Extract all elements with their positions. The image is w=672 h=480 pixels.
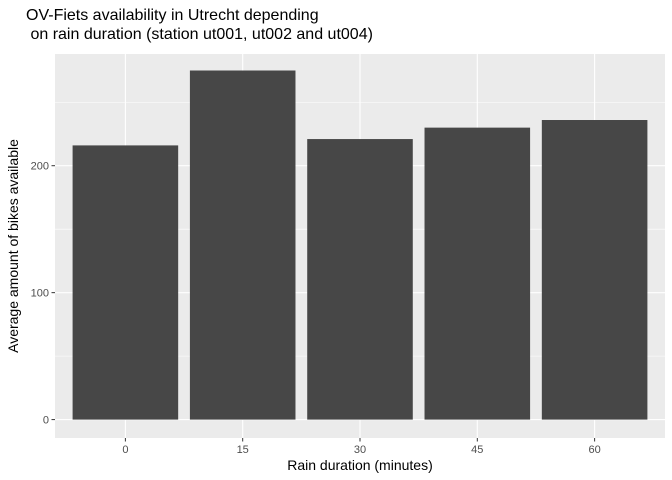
y-tick-label: 0 — [43, 415, 49, 427]
bar-60 — [541, 120, 648, 420]
x-tick-label: 60 — [588, 444, 600, 456]
x-tick-label: 45 — [471, 444, 483, 456]
y-tick-label: 100 — [31, 288, 49, 300]
chart-title-line-1: OV-Fiets availability in Utrecht dependi… — [26, 7, 319, 24]
x-tick-label: 0 — [122, 444, 128, 456]
x-axis-title: Rain duration (minutes) — [287, 457, 433, 473]
y-axis: 0 100 200 — [31, 161, 55, 427]
bar-15 — [189, 70, 296, 420]
x-tick-label: 30 — [354, 444, 366, 456]
bar-0 — [72, 145, 179, 420]
x-tick-label: 15 — [237, 444, 249, 456]
bar-45 — [424, 127, 531, 420]
y-tick-label: 200 — [31, 161, 49, 173]
bar-30 — [307, 139, 413, 420]
x-axis: 0 15 30 45 60 — [122, 438, 601, 456]
chart-title-line-2: on rain duration (station ut001, ut002 a… — [26, 26, 373, 43]
y-axis-title: Average amount of bikes available — [5, 139, 21, 353]
bars — [72, 70, 648, 420]
